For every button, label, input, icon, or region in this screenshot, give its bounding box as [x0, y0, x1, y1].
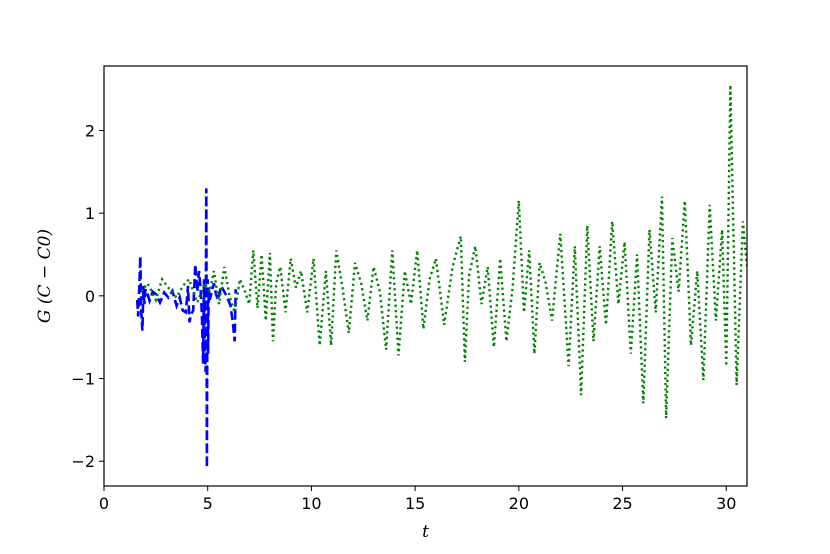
x-tick-label: 15	[405, 494, 425, 513]
x-axis-ticks: 0 5 10 15 20 25 30	[99, 486, 736, 513]
x-axis-label: t	[422, 522, 429, 542]
y-tick-label: −1	[71, 370, 95, 389]
series-line-1	[135, 188, 237, 468]
y-axis-label: G (C − C0)	[35, 229, 55, 323]
y-axis-ticks: −2 −1 0 1 2	[71, 121, 104, 471]
y-tick-label: 0	[85, 287, 95, 306]
x-tick-label: 25	[612, 494, 632, 513]
x-tick-label: 0	[99, 494, 109, 513]
y-tick-label: 1	[85, 204, 95, 223]
x-tick-label: 10	[301, 494, 321, 513]
x-tick-label: 20	[509, 494, 529, 513]
plot-frame	[103, 65, 748, 487]
plot-lines	[135, 84, 747, 468]
y-tick-label: 2	[85, 121, 95, 140]
series-line-2	[140, 84, 747, 419]
x-tick-label: 30	[716, 494, 736, 513]
x-tick-label: 5	[203, 494, 213, 513]
y-tick-label: −2	[71, 452, 95, 471]
